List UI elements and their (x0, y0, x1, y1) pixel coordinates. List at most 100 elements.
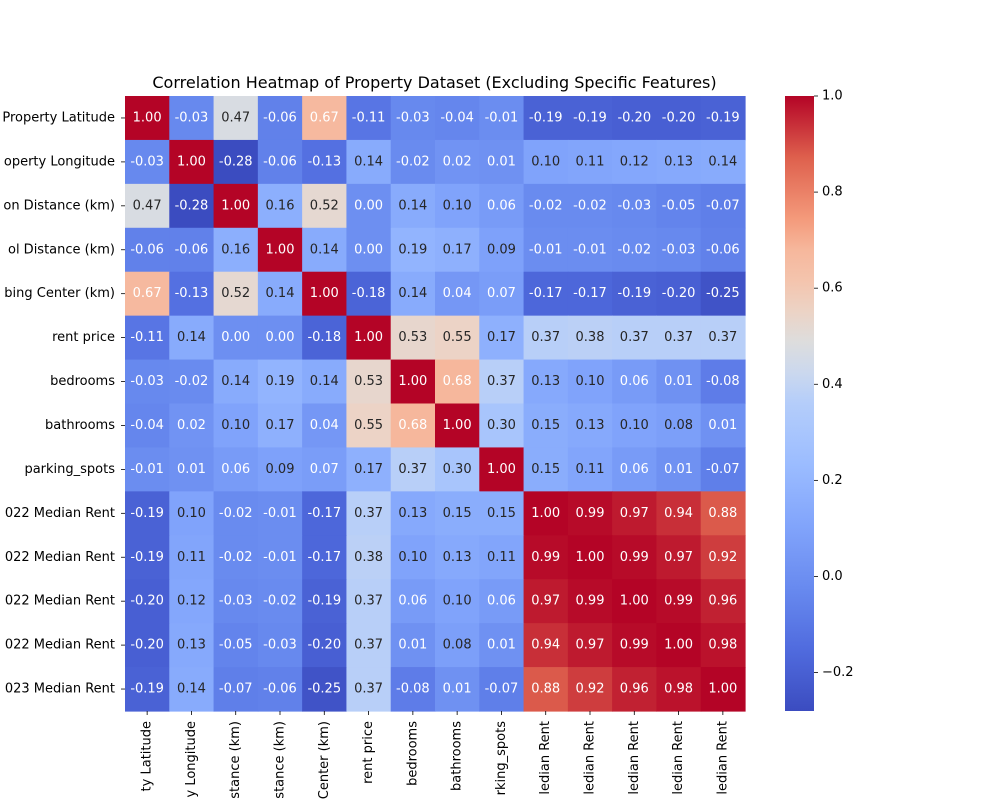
heatmap-cell-value: -0.18 (352, 286, 386, 301)
heatmap-cell-value: 0.08 (664, 418, 693, 433)
heatmap-cell-value: -0.19 (529, 110, 563, 125)
heatmap-cell (346, 447, 392, 492)
heatmap-cell-value: 0.97 (620, 506, 649, 521)
heatmap-cell (302, 271, 348, 317)
heatmap-cell-value: 0.14 (177, 682, 206, 697)
heatmap-cell-value: -0.01 (529, 242, 563, 257)
heatmap-cell (257, 403, 303, 449)
heatmap-cell (302, 315, 348, 361)
heatmap-cell-value: -0.17 (307, 506, 341, 521)
heatmap-cell-value: 0.00 (354, 242, 383, 257)
heatmap-cell-value: 0.97 (531, 594, 560, 609)
heatmap-cell-value: 0.37 (354, 638, 383, 653)
heatmap-cell-value: -0.03 (263, 638, 297, 653)
heatmap-cell (612, 359, 658, 405)
heatmap-cell-value: 0.19 (266, 374, 295, 389)
heatmap-cell-value: 0.14 (398, 286, 427, 301)
heatmap-cell (213, 491, 259, 536)
heatmap-cell-value: 0.92 (576, 682, 605, 697)
heatmap-cell-value: 0.37 (354, 506, 383, 521)
heatmap-cell (213, 227, 259, 273)
heatmap-cell (257, 491, 303, 536)
row-label: on Distance (km) (3, 198, 115, 213)
heatmap-cell-value: 0.10 (531, 154, 560, 169)
heatmap-cell-value: -0.06 (175, 242, 209, 257)
heatmap-cell-value: 0.37 (531, 330, 560, 345)
heatmap-cell-value: 0.10 (177, 506, 206, 521)
heatmap-cell-value: 1.00 (576, 550, 605, 565)
heatmap-cell (257, 271, 303, 317)
heatmap-cell-value: -0.28 (219, 154, 253, 169)
heatmap-cell (479, 227, 525, 273)
heatmap-cell-value: -0.02 (573, 198, 607, 213)
heatmap-cell-value: 0.01 (664, 462, 693, 477)
heatmap-cell-value: 1.00 (177, 154, 206, 169)
heatmap-cell-value: 0.14 (310, 374, 339, 389)
heatmap-cell (700, 96, 746, 141)
heatmap-cell (125, 535, 170, 580)
heatmap-cell-value: 0.11 (487, 550, 516, 565)
heatmap-cell-value: 0.30 (443, 462, 472, 477)
heatmap-cell (435, 139, 480, 185)
heatmap-cell (479, 491, 525, 536)
heatmap-cell (213, 183, 259, 229)
heatmap-cell (612, 535, 658, 580)
heatmap-cell-value: -0.02 (219, 550, 253, 565)
heatmap-cell-value: 0.47 (133, 198, 162, 213)
heatmap-cell (346, 227, 392, 273)
heatmap-cell (435, 183, 480, 229)
heatmap-cell-value: -0.03 (130, 154, 164, 169)
heatmap-cell-value: 0.06 (487, 198, 516, 213)
heatmap-cell (346, 579, 392, 624)
column-labels: ty Latitude y Longitude stance (km) stance … (140, 711, 730, 799)
heatmap-cell (612, 183, 658, 229)
heatmap-cell (656, 447, 702, 492)
heatmap-cell (700, 315, 746, 361)
column-label: rking_spots (494, 721, 509, 796)
heatmap-cell-value: 0.13 (177, 638, 206, 653)
heatmap-cell-value: 0.02 (443, 154, 472, 169)
heatmap-cell-value: 1.00 (443, 418, 472, 433)
heatmap-cell-value: 0.37 (708, 330, 737, 345)
heatmap-cell-value: 0.00 (266, 330, 295, 345)
column-label: stance (km) (273, 721, 288, 799)
column-label: bathrooms (450, 721, 465, 791)
heatmap-cell (169, 623, 215, 668)
heatmap-cells (125, 96, 746, 712)
heatmap-cell-value: -0.19 (130, 550, 164, 565)
heatmap-cell (213, 403, 259, 449)
heatmap-cell-value: 0.97 (576, 638, 605, 653)
heatmap-cell-value: 0.01 (708, 418, 737, 433)
heatmap-cell (656, 491, 702, 536)
heatmap-cell-value: 0.06 (620, 374, 649, 389)
heatmap-cell (567, 491, 613, 536)
heatmap-cell-value: 0.14 (266, 286, 295, 301)
heatmap-cell-value: -0.03 (130, 374, 164, 389)
heatmap-cell-value: -0.08 (396, 682, 430, 697)
heatmap-cell (435, 271, 480, 317)
heatmap-cell-value: -0.06 (263, 682, 297, 697)
heatmap-cell (700, 623, 746, 668)
heatmap-cell (479, 579, 525, 624)
heatmap-cell (169, 139, 215, 185)
heatmap-cell (479, 139, 525, 185)
heatmap-cell-value: -0.13 (175, 286, 209, 301)
heatmap-cell-value: -0.20 (307, 638, 341, 653)
heatmap-cell-value: 0.68 (398, 418, 427, 433)
column-label: Center (km) (317, 721, 332, 799)
heatmap-cell (612, 623, 658, 668)
heatmap-cell-value: 0.13 (664, 154, 693, 169)
heatmap-cell (479, 667, 525, 712)
heatmap-cell-value: -0.02 (175, 374, 209, 389)
row-label: 022 Median Rent (5, 638, 115, 653)
heatmap-cell (125, 227, 170, 273)
heatmap-cell-value: -0.25 (307, 682, 341, 697)
heatmap-cell-value: 0.38 (576, 330, 605, 345)
heatmap-cell-value: 0.10 (620, 418, 649, 433)
heatmap-cell (612, 491, 658, 536)
column-label: y Longitude (184, 721, 199, 797)
heatmap-cell-value: -0.17 (307, 550, 341, 565)
heatmap-cell-value: -0.02 (263, 594, 297, 609)
heatmap-cell-value: 0.99 (664, 594, 693, 609)
heatmap-cell (125, 183, 170, 229)
